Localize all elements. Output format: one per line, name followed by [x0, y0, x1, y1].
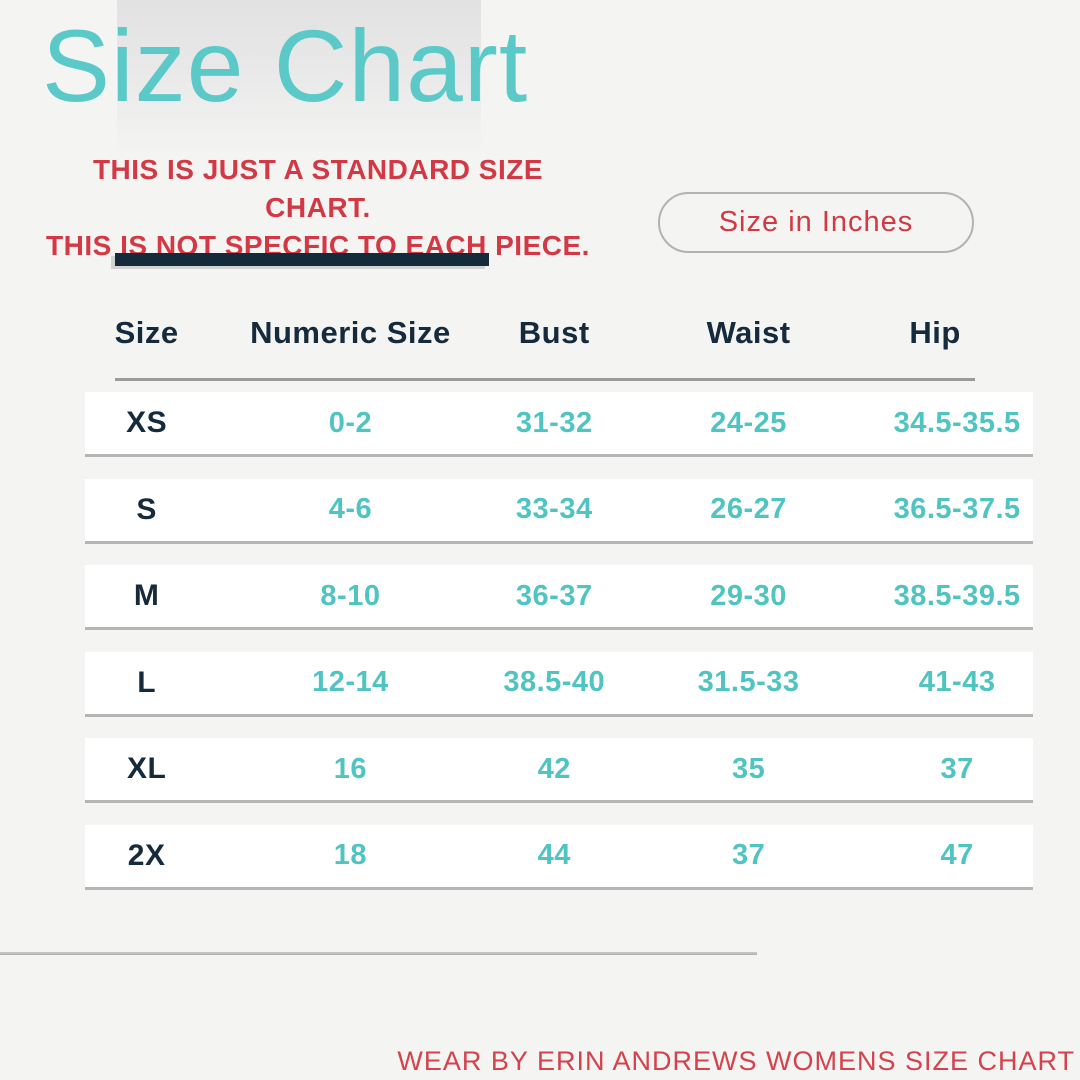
table-row: S 4-6 33-34 26-27 36.5-37.5	[85, 478, 1033, 544]
value-cell: 0-2	[328, 406, 373, 439]
footer-text: WEAR BY ERIN ANDREWS WOMENS SIZE CHART	[397, 1046, 1075, 1076]
size-label: M	[133, 579, 160, 612]
column-header-waist: Waist	[706, 315, 791, 350]
value-cell: 33-34	[515, 493, 593, 525]
value-cell: 8-10	[320, 579, 381, 612]
value-cell: 47	[940, 839, 974, 871]
disclaimer: THIS IS JUST A STANDARD SIZE CHART. THIS…	[38, 151, 598, 265]
size-label: XS	[126, 406, 168, 439]
value-cell: 41-43	[918, 666, 996, 698]
value-cell: 37	[731, 839, 766, 871]
value-cell: 36.5-37.5	[893, 493, 1021, 525]
title-backdrop	[117, 0, 481, 162]
size-label: S	[136, 492, 157, 526]
value-cell: 16	[333, 752, 368, 785]
value-cell: 12-14	[312, 666, 389, 698]
value-cell: 31.5-33	[697, 666, 800, 698]
column-header-hip: Hip	[909, 315, 961, 350]
table-row: L 12-14 38.5-40 31.5-33 41-43	[85, 651, 1033, 717]
column-header-size: Size	[114, 315, 179, 350]
table-row: XL 16 42 35 37	[85, 738, 1033, 803]
value-cell: 44	[537, 839, 571, 871]
size-label: L	[137, 665, 157, 699]
value-cell: 4-6	[328, 493, 373, 525]
value-cell: 35	[731, 752, 766, 785]
value-cell: 37	[940, 752, 974, 785]
disclaimer-line-1: THIS IS JUST A STANDARD SIZE CHART.	[92, 154, 544, 223]
value-cell: 42	[537, 752, 571, 785]
value-cell: 29-30	[710, 579, 787, 612]
value-cell: 24-25	[710, 406, 787, 439]
value-cell: 18	[333, 839, 368, 871]
size-label: 2X	[127, 838, 166, 872]
header-underline	[115, 378, 975, 381]
value-cell: 38.5-40	[503, 666, 606, 698]
underline-bar	[115, 253, 489, 266]
value-cell: 26-27	[710, 493, 787, 525]
table-row: M 8-10 36-37 29-30 38.5-39.5	[85, 565, 1033, 630]
value-cell: 34.5-35.5	[893, 406, 1021, 439]
value-cell: 31-32	[515, 406, 593, 439]
bottom-divider	[0, 952, 757, 955]
table-row: 2X 18 44 37 47	[85, 824, 1033, 890]
size-in-inches-label: Size in Inches	[718, 206, 914, 238]
table-header-row: Size Numeric Size Bust Waist Hip	[85, 311, 1033, 355]
table-row: XS 0-2 31-32 24-25 34.5-35.5	[85, 392, 1033, 457]
column-header-numeric-size: Numeric Size	[250, 315, 451, 350]
value-cell: 36-37	[515, 579, 593, 612]
value-cell: 38.5-39.5	[893, 579, 1021, 612]
page-title: Size Chart	[42, 9, 529, 123]
column-header-bust: Bust	[518, 315, 590, 350]
size-table-body: XS 0-2 31-32 24-25 34.5-35.5 S 4-6 33-34 26-27 36…	[85, 392, 1033, 911]
size-in-inches-button[interactable]: Size in Inches	[658, 192, 974, 253]
size-label: XL	[126, 752, 167, 785]
